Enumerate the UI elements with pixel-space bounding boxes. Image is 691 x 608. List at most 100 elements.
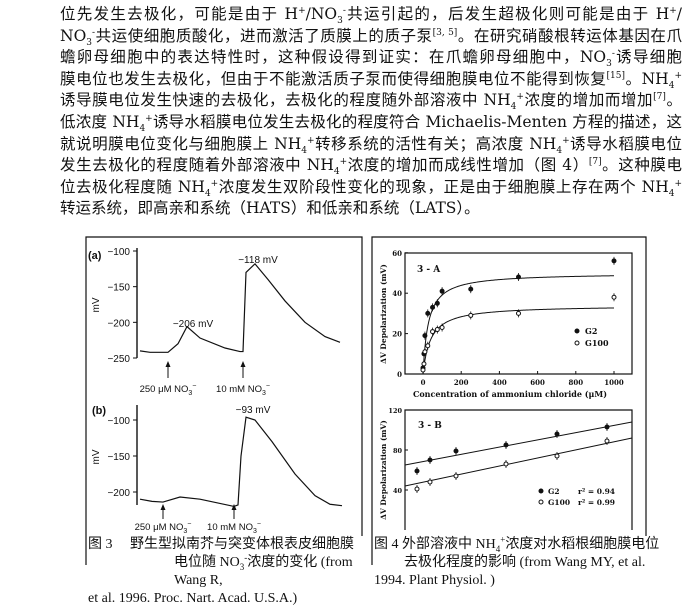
paragraph-line: 位去极化程度随 NH4+浓度发生双阶段性变化的现象，正是由于细胞膜上存在两个 N…	[60, 177, 682, 199]
figure-3-caption: 图 3 野生型拟南芥与突变体根表皮细胞膜 电位随 NO3-浓度的变化 (from …	[88, 536, 370, 608]
data-point-G2	[468, 286, 474, 292]
data-point-G100	[421, 361, 427, 367]
peak-label: −118 mV	[238, 255, 278, 266]
stimulus-label: 250 μM NO3−	[139, 382, 197, 397]
figure-4-frame	[371, 236, 647, 565]
legend-label: G2	[548, 487, 560, 496]
stimulus-label: 250 μM NO3−	[134, 520, 192, 535]
plot-frame	[404, 252, 633, 375]
fit-line-G100	[404, 437, 633, 487]
paragraph-line: 膜电位也发生去极化，但由于不能激活质子泵而使得细胞膜电位不能得到恢复[15]。N…	[60, 69, 682, 91]
y-axis-label: ΔV Depolarization (mV)	[379, 420, 388, 520]
data-point-G100	[427, 479, 433, 485]
y-tick-label: −250	[107, 354, 130, 365]
caption-line: 去极化程度的影响 (from Wang MY, et al.	[404, 555, 646, 570]
y-tick-label: −150	[107, 283, 130, 294]
data-point-G100	[453, 473, 459, 479]
data-point-G100	[604, 438, 610, 444]
figure-4-caption: 图 4 外部溶液中 NH4+浓度对水稻根细胞膜电位 去极化程度的影响 (from …	[374, 534, 674, 590]
x-tick-label: 200	[454, 378, 469, 387]
data-point-G100	[611, 294, 617, 300]
x-tick-label: 0	[421, 378, 426, 387]
data-point-G2	[414, 468, 420, 474]
y-axis-label: mV	[91, 449, 102, 464]
peak-label: −93 mV	[236, 405, 271, 416]
legend-r2: r² = 0.94	[578, 487, 615, 496]
x-tick-label: 1000	[604, 378, 624, 387]
paragraph-line: 诱导膜电位发生快速的去极化，去极化的程度随外部溶液中 NH4+浓度的增加而增加[…	[60, 91, 682, 113]
membrane-potential-trace	[139, 262, 341, 353]
x-tick-label: 400	[492, 378, 507, 387]
legend-marker	[574, 340, 580, 346]
paragraph-line: NO3-共运使细胞质酸化，进而激活了质膜上的质子泵[3, 5]。在研究硝酸根转运…	[60, 26, 682, 48]
y-tick-label: 120	[388, 407, 402, 415]
caption-line: 图 3 野生型拟南芥与突变体根表皮细胞膜	[88, 537, 354, 552]
y-tick-label: −200	[107, 488, 130, 499]
y-tick-label: 20	[392, 330, 402, 339]
y-tick-label: 40	[393, 487, 403, 495]
plot-frame	[404, 409, 633, 530]
data-point-G2	[516, 274, 521, 280]
y-tick-label: 40	[392, 289, 402, 298]
paragraph-line: 位先发生去极化，可能是由于 H+/NO3-共运引起的，后发生超极化则可能是由于 …	[60, 5, 682, 27]
arrow-head	[165, 361, 171, 367]
data-point-G2	[422, 333, 428, 339]
legend-label: G100	[548, 498, 570, 507]
y-tick-label: −100	[107, 416, 130, 427]
legend-label: G2	[585, 326, 597, 336]
paragraph-line: 发生去极化的程度随着外部溶液中 NH4+浓度的增加而成线性增加（图 4）[7]。…	[60, 156, 682, 178]
data-point-G100	[516, 310, 521, 316]
y-tick-label: −150	[107, 452, 130, 463]
data-point-G2	[425, 310, 431, 316]
stimulus-label: 10 mM NO3−	[216, 382, 270, 397]
data-point-G100	[434, 327, 440, 333]
data-point-G100	[439, 325, 445, 331]
membrane-potential-trace	[139, 416, 343, 508]
panel-label: (b)	[92, 405, 106, 417]
body-paragraph: 位先发生去极化，可能是由于 H+/NO3-共运引起的，后发生超极化则可能是由于 …	[60, 4, 682, 220]
data-point-G2	[434, 300, 440, 306]
paragraph-line: 蟾卵母细胞中的表达特性时，这种假设得到证实：在爪蟾卵母细胞中，NO3-诱导细胞	[60, 48, 682, 70]
arrow-head	[160, 504, 166, 510]
y-tick-label: 60	[392, 249, 402, 258]
paragraph-line: 转运系统，即高亲和系统（HATS）和低亲和系统（LATS）。	[60, 199, 480, 218]
panel-label: 3 - A	[417, 265, 441, 275]
data-point-G2	[427, 457, 433, 463]
data-point-G2	[604, 424, 610, 430]
data-point-G2	[611, 258, 617, 264]
y-tick-label: 0	[397, 370, 402, 379]
panel-label: (a)	[88, 250, 102, 262]
paragraph-line: 就说明膜电位变化与细胞膜上 NH4+转移系统的活性有关；高浓度 NH4+诱导水稻…	[60, 134, 682, 156]
fit-curve-G2	[422, 275, 615, 375]
caption-line: 图 4 外部溶液中 NH4+浓度对水稻根细胞膜电位	[374, 534, 660, 554]
legend-r2: r² = 0.99	[578, 498, 615, 507]
x-tick-label: 600	[530, 378, 545, 387]
caption-line: 1994. Plant Physiol. )	[374, 573, 495, 588]
x-axis-label: Concentration of ammonium chloride (μM)	[413, 389, 607, 399]
legend-label: G100	[585, 338, 609, 348]
data-point-G100	[468, 312, 474, 318]
y-axis-label: ΔV Depolarization (mV)	[379, 264, 388, 364]
data-point-G100	[414, 486, 420, 492]
figures: −100 −150 −200 −250 mV (a) −206 mV −118 mV −100 −…	[85, 236, 647, 566]
paragraph-line: 低浓度 NH4+诱导水稻膜电位发生去极化的程度符合 Michaelis-Ment…	[60, 112, 682, 135]
y-tick-label: −200	[107, 318, 130, 329]
data-point-G2	[439, 288, 445, 294]
legend-marker	[538, 488, 544, 494]
x-tick-label: 800	[568, 378, 583, 387]
data-point-G100	[503, 461, 509, 467]
legend-marker	[574, 328, 580, 334]
arrow-head	[240, 361, 246, 367]
data-point-G100	[422, 349, 428, 355]
data-point-G100	[425, 343, 431, 349]
y-axis-label: mV	[91, 297, 102, 312]
arrow-head	[231, 504, 237, 510]
caption-line: 电位随 NO3-浓度的变化 (from Wang R,	[174, 552, 353, 588]
data-point-G2	[453, 448, 459, 454]
y-tick-label: 80	[393, 447, 403, 455]
data-point-G100	[430, 329, 436, 335]
data-point-G2	[554, 431, 560, 437]
data-point-G100	[420, 367, 426, 373]
stimulus-label: 10 mM NO3−	[207, 520, 261, 535]
data-point-G100	[554, 453, 560, 459]
